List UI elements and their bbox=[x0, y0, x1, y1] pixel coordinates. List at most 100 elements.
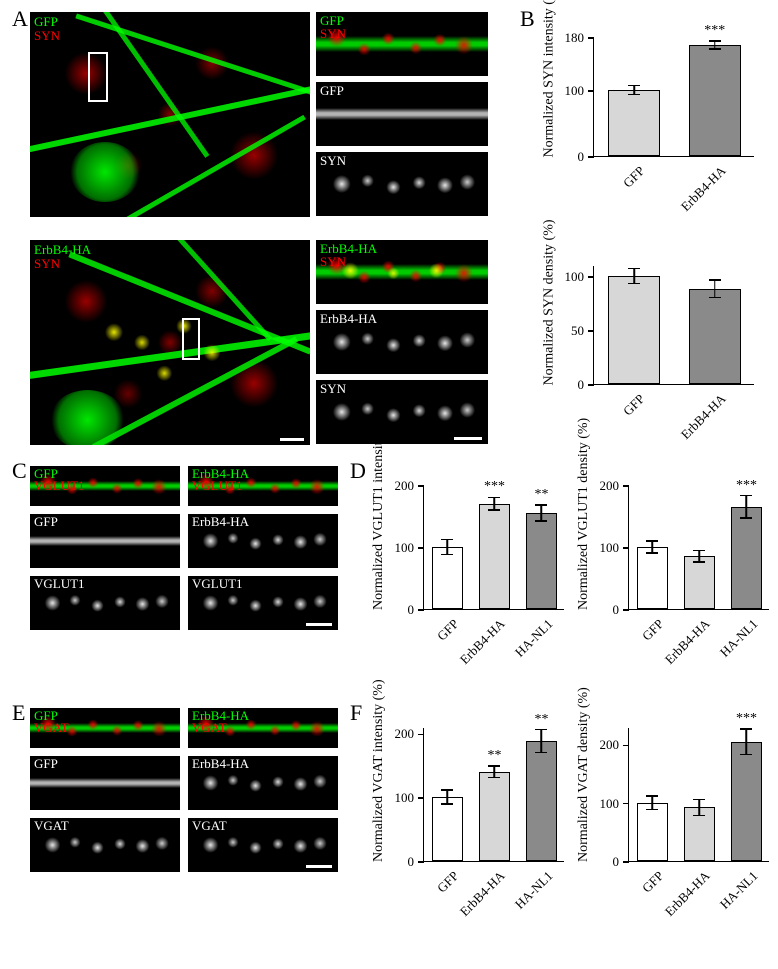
x-category-label: GFP bbox=[434, 868, 462, 896]
x-category-label: HA-NL1 bbox=[511, 616, 556, 661]
panel-a-top-inset-gfp: GFP bbox=[316, 82, 488, 146]
chart-b-density: 050100GFPErbB4-HANormalized SYN density … bbox=[545, 248, 760, 443]
ytick-label: 0 bbox=[578, 377, 585, 393]
panel-label-d: D bbox=[350, 458, 366, 484]
lbl-c-r-t2: VGLUT1 bbox=[192, 478, 243, 494]
lbl-a-bi2: ErbB4-HA bbox=[320, 311, 377, 327]
bar bbox=[526, 741, 557, 861]
panel-e-right-vgat: VGAT bbox=[188, 818, 338, 872]
x-category-label: ErbB4-HA bbox=[677, 163, 729, 215]
y-axis-label: Normalized SYN density (%) bbox=[541, 266, 557, 385]
ytick-label: 200 bbox=[600, 737, 620, 753]
panel-a-bot-merge: ErbB4-HA SYN bbox=[30, 240, 310, 445]
panel-c-right-merge: ErbB4-HA VGLUT1 bbox=[188, 466, 338, 506]
bar bbox=[731, 507, 762, 609]
chart-f-intensity: 0100200GFP**ErbB4-HA**HA-NL1Normalized V… bbox=[375, 710, 570, 920]
ytick-label: 100 bbox=[600, 540, 620, 556]
x-category-label: HA-NL1 bbox=[511, 868, 556, 913]
x-category-label: ErbB4-HA bbox=[662, 868, 714, 920]
bar bbox=[432, 797, 463, 861]
bar bbox=[608, 276, 660, 384]
panel-a-top-inset-merge: GFP SYN bbox=[316, 12, 488, 76]
bar bbox=[637, 547, 668, 609]
x-category-label: HA-NL1 bbox=[716, 616, 761, 661]
ytick-label: 100 bbox=[565, 83, 585, 99]
lbl-e-l-b: VGAT bbox=[34, 818, 69, 834]
panel-a-bot-inset-syn: SYN bbox=[316, 380, 488, 444]
lbl-e-l-t2: VGAT bbox=[34, 720, 69, 736]
y-axis-label: Normalized VGLUT1 intensity (%) bbox=[371, 486, 387, 610]
lbl-a-bi3: SYN bbox=[320, 381, 346, 397]
ytick-label: 0 bbox=[613, 854, 620, 870]
x-category-label: ErbB4-HA bbox=[457, 616, 509, 668]
x-category-label: ErbB4-HA bbox=[662, 616, 714, 668]
significance-marker: *** bbox=[704, 23, 725, 39]
significance-marker: *** bbox=[736, 478, 757, 494]
bar bbox=[637, 803, 668, 861]
y-axis-label: Normalized VGAT density (%) bbox=[576, 728, 592, 862]
y-axis-label: Normalized VGLUT1 density (%) bbox=[576, 486, 592, 610]
bar bbox=[479, 504, 510, 609]
panel-c-left-merge: GFP VGLUT1 bbox=[30, 466, 180, 506]
ytick-label: 0 bbox=[408, 602, 415, 618]
panel-label-f: F bbox=[350, 700, 362, 726]
bar bbox=[689, 289, 741, 384]
panel-e-right-erb: ErbB4-HA bbox=[188, 756, 338, 810]
y-axis-label: Normalized VGAT intensity (%) bbox=[371, 728, 387, 862]
ytick-label: 100 bbox=[600, 796, 620, 812]
lbl-c-r-m: ErbB4-HA bbox=[192, 514, 249, 530]
ytick-label: 100 bbox=[395, 790, 415, 806]
bar bbox=[526, 513, 557, 609]
panel-e-right-merge: ErbB4-HA VGAT bbox=[188, 708, 338, 748]
lbl-e-l-m: GFP bbox=[34, 756, 58, 772]
x-category-label: GFP bbox=[434, 616, 462, 644]
panel-c-right-erb: ErbB4-HA bbox=[188, 514, 338, 568]
lbl-a-ti3: SYN bbox=[320, 153, 346, 169]
bar bbox=[608, 90, 660, 156]
bar bbox=[689, 45, 741, 156]
ytick-label: 200 bbox=[395, 726, 415, 742]
panel-a-bot-inset-merge: ErbB4-HA SYN bbox=[316, 240, 488, 304]
ytick-label: 100 bbox=[395, 540, 415, 556]
lbl-e-r-t2: VGAT bbox=[192, 720, 227, 736]
lbl-a-bot-syn: SYN bbox=[34, 256, 60, 272]
x-category-label: GFP bbox=[639, 616, 667, 644]
chart-d-intensity: 0100200GFP***ErbB4-HA**HA-NL1Normalized … bbox=[375, 468, 570, 668]
panel-c-right-vglut: VGLUT1 bbox=[188, 576, 338, 630]
significance-marker: *** bbox=[736, 711, 757, 727]
x-category-label: GFP bbox=[620, 391, 648, 419]
lbl-c-r-b: VGLUT1 bbox=[192, 576, 243, 592]
chart-d-density: 0100200GFPErbB4-HA***HA-NL1Normalized VG… bbox=[580, 468, 775, 668]
ytick-label: 0 bbox=[408, 854, 415, 870]
panel-c-left-gfp: GFP bbox=[30, 514, 180, 568]
lbl-c-l-b: VGLUT1 bbox=[34, 576, 85, 592]
lbl-c-l-m: GFP bbox=[34, 514, 58, 530]
significance-marker: *** bbox=[484, 479, 505, 495]
x-category-label: GFP bbox=[620, 163, 648, 191]
panel-e-left-gfp: GFP bbox=[30, 756, 180, 810]
panel-label-a: A bbox=[12, 6, 28, 32]
chart-f-density: 0100200GFPErbB4-HA***HA-NL1Normalized VG… bbox=[580, 710, 775, 920]
panel-label-b: B bbox=[520, 6, 535, 32]
lbl-a-ti1-r: SYN bbox=[320, 26, 346, 42]
x-category-label: ErbB4-HA bbox=[457, 868, 509, 920]
panel-c-left-vglut: VGLUT1 bbox=[30, 576, 180, 630]
ytick-label: 0 bbox=[578, 149, 585, 165]
lbl-e-r-m: ErbB4-HA bbox=[192, 756, 249, 772]
panel-e-left-merge: GFP VGAT bbox=[30, 708, 180, 748]
panel-label-e: E bbox=[12, 700, 25, 726]
panel-e-left-vgat: VGAT bbox=[30, 818, 180, 872]
panel-label-c: C bbox=[12, 458, 27, 484]
significance-marker: ** bbox=[488, 748, 502, 764]
ytick-label: 180 bbox=[565, 30, 585, 46]
panel-a-top-merge: GFP SYN bbox=[30, 12, 310, 217]
bar bbox=[479, 772, 510, 861]
ytick-label: 200 bbox=[395, 478, 415, 494]
lbl-e-r-b: VGAT bbox=[192, 818, 227, 834]
significance-marker: ** bbox=[535, 712, 549, 728]
bar bbox=[731, 742, 762, 861]
lbl-c-l-t2: VGLUT1 bbox=[34, 478, 85, 494]
panel-a-top-inset-syn: SYN bbox=[316, 152, 488, 216]
x-category-label: HA-NL1 bbox=[716, 868, 761, 913]
y-axis-label: Normalized SYN intensity (%) bbox=[541, 38, 557, 157]
